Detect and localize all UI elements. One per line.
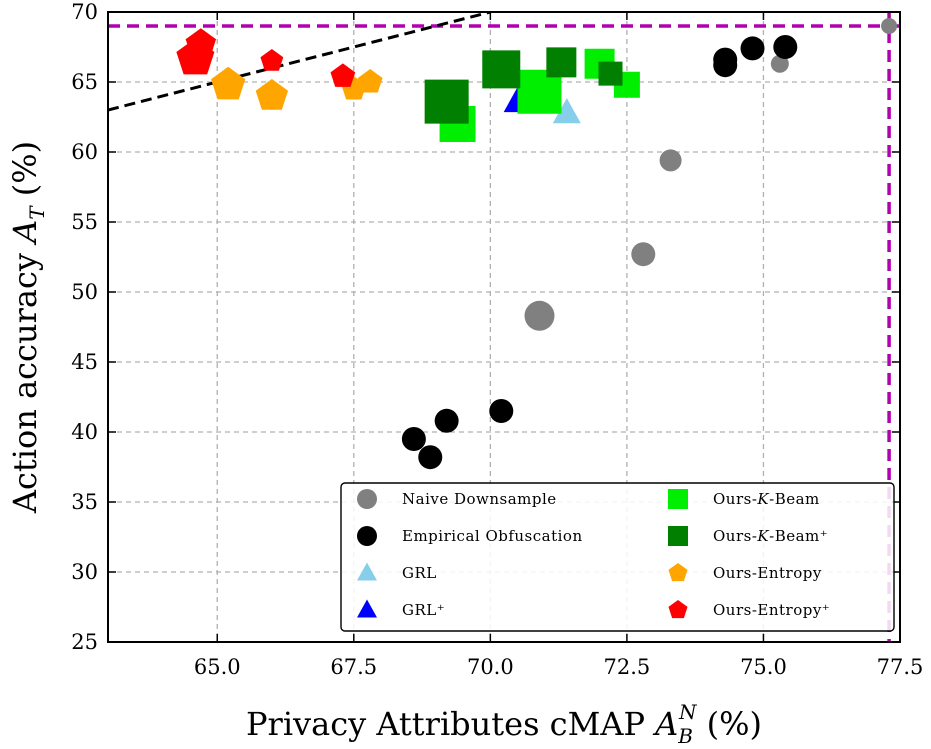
legend-marker	[357, 489, 377, 509]
legend-label-part: Ours-	[713, 490, 757, 508]
point-ours-entropy-plus	[330, 63, 356, 87]
legend-label: Ours-Entropy	[713, 564, 822, 582]
point-empirical-obfuscation	[713, 47, 738, 72]
y-tick-label: 65	[71, 70, 98, 94]
point-naive-downsample	[770, 54, 789, 73]
point-ours-entropy-plus	[260, 49, 284, 71]
y-tick-label: 35	[71, 490, 98, 514]
point-empirical-obfuscation	[773, 35, 798, 59]
y-tick-label: 70	[71, 0, 98, 24]
legend-marker	[357, 526, 377, 546]
x-tick-label: 70.0	[467, 655, 514, 679]
legend-label: Ours-K-Beam	[713, 490, 820, 508]
x-axis-title-main: Privacy Attributes cMAP	[246, 705, 655, 743]
point-empirical-obfuscation	[489, 399, 514, 423]
legend: Naive Downsample Empirical Obfuscation GRL…	[340, 482, 895, 632]
x-tick-label: 77.5	[877, 655, 924, 679]
point-ours-entropy	[255, 79, 289, 110]
point-ours-k-beam-plus	[546, 47, 577, 78]
x-axis-title-unit: (%)	[696, 705, 762, 743]
y-axis-title-unit: (%)	[6, 141, 44, 207]
point-naive-downsample	[881, 18, 898, 34]
point-naive-downsample	[631, 242, 656, 267]
x-axis-title-sub: B	[677, 724, 693, 748]
y-axis-title-main: Action accuracy	[6, 243, 44, 514]
point-naive-downsample	[524, 300, 555, 331]
y-axis-title-sub: T	[25, 205, 49, 220]
point-empirical-obfuscation	[418, 445, 443, 470]
point-empirical-obfuscation	[434, 408, 459, 433]
legend-label: Ours-K-Beam⁺	[713, 527, 828, 545]
legend-box	[340, 482, 895, 632]
point-ours-k-beam-plus	[424, 79, 469, 124]
point-naive-downsample	[659, 149, 682, 172]
point-ours-entropy	[211, 66, 246, 100]
y-tick-label: 50	[71, 280, 98, 304]
plot-frame	[107, 11, 901, 643]
point-ours-k-beam-plus	[482, 50, 521, 89]
legend-label-part: K	[756, 490, 769, 508]
legend-label: Empirical Obfuscation	[402, 527, 583, 545]
legend-label: GRL	[402, 564, 437, 582]
legend-label-part: Ours-	[713, 527, 757, 545]
y-tick-label: 60	[71, 140, 98, 164]
point-ours-k-beam	[517, 69, 562, 114]
y-tick-label: 30	[71, 560, 98, 584]
legend-label-part: -Beam	[769, 490, 820, 508]
point-grl	[552, 98, 581, 124]
y-tick-label: 45	[71, 350, 98, 374]
diagonal-reference-line	[108, 12, 491, 112]
legend-label-part: -Beam⁺	[769, 527, 828, 545]
y-tick-label: 55	[71, 210, 98, 234]
legend-marker	[668, 526, 688, 546]
x-tick-label: 72.5	[604, 655, 651, 679]
y-tick-label: 40	[71, 420, 98, 444]
legend-marker	[668, 563, 688, 582]
data-points	[176, 18, 898, 470]
point-empirical-obfuscation	[401, 427, 426, 451]
point-empirical-obfuscation	[740, 36, 765, 61]
legend-label-part: K	[756, 527, 769, 545]
legend-label: Ours-Entropy⁺	[713, 601, 830, 619]
axis-ticks: 65.0 67.5 70.0 72.5 75.0 77.5 25 30 35 40 45 50 55 60…	[71, 0, 923, 679]
x-tick-label: 75.0	[740, 655, 787, 679]
x-tick-label: 67.5	[330, 655, 377, 679]
y-axis-title-var: A	[6, 220, 44, 246]
legend-marker	[357, 599, 377, 618]
y-axis-title: Action accuracy AT (%)	[6, 141, 49, 514]
legend-label: Naive Downsample	[402, 490, 557, 508]
point-ours-entropy-plus	[185, 28, 217, 58]
legend-marker	[357, 562, 377, 581]
legend-label: GRL⁺	[402, 601, 445, 619]
legend-marker	[668, 489, 688, 509]
legend-marker	[668, 600, 688, 619]
x-tick-label: 65.0	[194, 655, 241, 679]
point-ours-k-beam-plus	[598, 61, 623, 86]
x-axis-title-var: A	[652, 705, 678, 743]
x-axis-title: Privacy Attributes cMAP ABN (%)	[246, 700, 762, 748]
x-axis-title-sup: N	[678, 700, 698, 724]
y-tick-label: 25	[71, 630, 98, 654]
point-ours-entropy	[357, 69, 383, 93]
